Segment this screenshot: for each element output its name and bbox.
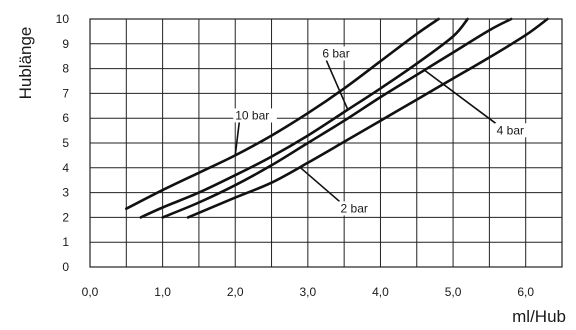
y-tick-label: 8 [62, 62, 69, 76]
annotation-leader-line [300, 167, 341, 203]
annotation-label: 4 bar [497, 123, 524, 137]
series-line-2-bar [186, 17, 549, 219]
annotation-leader-line [234, 122, 241, 156]
x-tick-label: 6,0 [517, 285, 534, 299]
x-tick-label: 5,0 [445, 285, 462, 299]
annotation-label: 6 bar [322, 46, 349, 60]
annotation-label: 2 bar [341, 201, 368, 215]
x-tick-label: 0,0 [82, 285, 99, 299]
series-line-10-bar [125, 17, 440, 210]
y-tick-label: 9 [62, 37, 69, 51]
series-line-4-bar [161, 17, 513, 219]
annotation-background [494, 123, 532, 138]
y-tick-label: 2 [62, 210, 69, 224]
annotation-label: 10 bar [235, 108, 269, 122]
y-tick-label: 5 [62, 136, 69, 150]
y-tick-label: 7 [62, 86, 69, 100]
y-tick-label: 4 [62, 161, 69, 175]
y-tick-label: 3 [62, 186, 69, 200]
plot-frame [89, 18, 563, 268]
y-axis-label: Hublänge [16, 27, 35, 100]
y-tick-label: 10 [56, 12, 70, 26]
annotation-background [233, 108, 277, 123]
annotation-leader-line [423, 69, 497, 124]
y-tick-label: 0 [62, 260, 69, 274]
series-line-6-bar [139, 17, 469, 219]
annotation-background [338, 201, 376, 216]
x-tick-label: 3,0 [300, 285, 317, 299]
x-tick-label: 1,0 [154, 285, 171, 299]
annotation-leader-line [325, 60, 349, 110]
x-tick-label: 2,0 [227, 285, 244, 299]
y-tick-label: 1 [62, 235, 69, 249]
x-tick-label: 4,0 [372, 285, 389, 299]
x-axis-label: ml/Hub [512, 307, 566, 326]
y-tick-label: 6 [62, 111, 69, 125]
annotation-background [320, 46, 358, 61]
